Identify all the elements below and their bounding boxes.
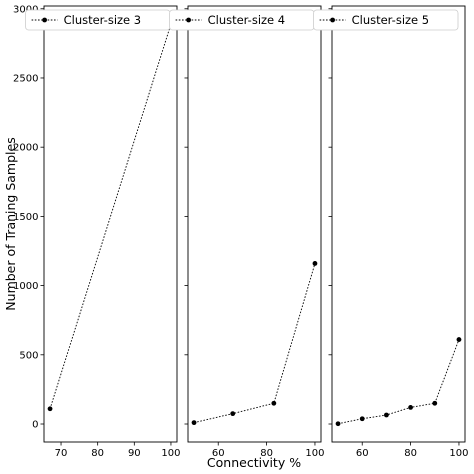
legend-marker xyxy=(186,17,192,23)
x-tick-label: 80 xyxy=(260,448,273,459)
y-tick-label: 2000 xyxy=(13,143,38,154)
x-tick-label: 100 xyxy=(305,448,324,459)
plot-frame xyxy=(187,5,322,443)
x-tick-label: 60 xyxy=(212,448,225,459)
legend: Cluster-size 4 xyxy=(169,9,315,31)
x-tick-label: 100 xyxy=(449,448,468,459)
panel-1: 0 500 1000 1500 2000 2500 3000 70 80 90 100 Cluster… xyxy=(13,4,180,459)
series-line xyxy=(337,339,460,425)
x-axis-label: Connectivity % xyxy=(207,455,301,470)
series-line xyxy=(193,263,316,424)
legend-label: Cluster-size 4 xyxy=(208,13,286,27)
x-tick-label: 60 xyxy=(356,448,369,459)
legend-label: Cluster-size 3 xyxy=(64,13,142,27)
legend-marker xyxy=(330,17,335,23)
data-point xyxy=(384,412,389,418)
panel-3: 60 80 100 Cluster-size 5 xyxy=(313,5,469,459)
data-point xyxy=(312,261,318,266)
y-tick-label: 3000 xyxy=(13,4,38,15)
x-tick-label: 90 xyxy=(128,448,141,459)
data-point xyxy=(408,404,413,410)
legend: Cluster-size 3 xyxy=(25,9,171,31)
legend-marker xyxy=(42,17,47,23)
legend: Cluster-size 5 xyxy=(313,9,459,31)
series-line xyxy=(49,23,172,409)
legend-box xyxy=(313,9,459,31)
y-tick-label: 1000 xyxy=(13,281,38,292)
plot-frame xyxy=(331,5,466,443)
data-point xyxy=(456,337,462,342)
y-tick-label: 1500 xyxy=(13,212,38,223)
y-tick-label: 2500 xyxy=(13,73,38,84)
x-tick-label: 80 xyxy=(404,448,417,459)
plot-frame xyxy=(43,5,178,443)
data-point xyxy=(230,411,236,417)
x-tick-label: 100 xyxy=(161,448,180,459)
x-tick-label: 70 xyxy=(55,448,68,459)
y-tick-label: 0 xyxy=(32,420,38,431)
x-tick-label: 80 xyxy=(91,448,104,459)
y-axis-label: Number of Traning Samples xyxy=(3,137,18,310)
data-point xyxy=(432,400,438,406)
legend-label: Cluster-size 5 xyxy=(352,13,430,27)
data-point xyxy=(359,416,365,422)
data-point xyxy=(47,406,53,412)
data-point xyxy=(271,400,277,406)
panel-2: 60 80 100 Cluster-size 4 xyxy=(169,5,325,459)
y-tick-label: 500 xyxy=(19,350,38,361)
data-point xyxy=(191,420,197,426)
data-point xyxy=(335,421,341,427)
